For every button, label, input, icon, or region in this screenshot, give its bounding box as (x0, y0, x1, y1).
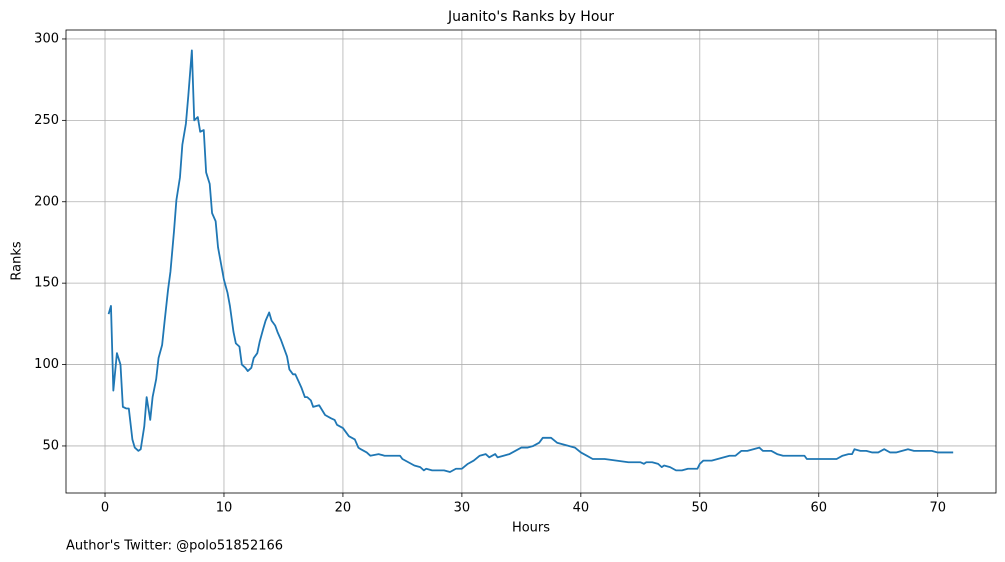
x-tick-label: 60 (810, 501, 827, 516)
x-tick-label: 10 (216, 501, 233, 516)
x-tick-label: 70 (929, 501, 946, 516)
x-tick-label: 0 (101, 501, 109, 516)
y-tick-label: 200 (34, 194, 59, 209)
chart-title: Juanito's Ranks by Hour (447, 9, 614, 25)
y-tick-label: 300 (34, 31, 59, 46)
y-tick-label: 50 (42, 438, 59, 453)
y-tick-label: 150 (34, 276, 59, 291)
x-axis-label: Hours (512, 521, 550, 536)
x-tick-label: 20 (335, 501, 352, 516)
y-axis-label: Ranks (10, 241, 25, 280)
y-tick-label: 250 (34, 113, 59, 128)
x-tick-label: 40 (573, 501, 590, 516)
y-tick-label: 100 (34, 357, 59, 372)
data-line (107, 49, 954, 473)
plot-frame (65, 29, 997, 494)
footer-note: Author's Twitter: @polo51852166 (66, 539, 283, 554)
x-tick-label: 50 (692, 501, 709, 516)
x-tick-label: 30 (454, 501, 471, 516)
